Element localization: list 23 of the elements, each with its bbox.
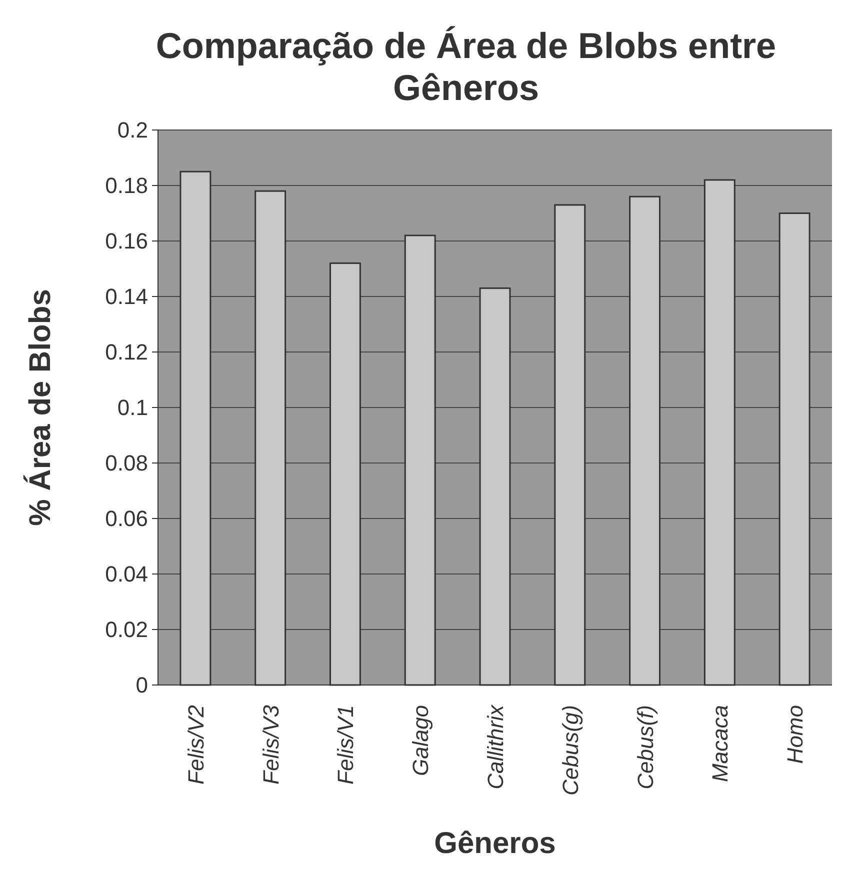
y-tick-label: 0.16 [105,228,148,254]
y-axis-title: % Área de Blobs [23,289,57,526]
y-tick-label: 0.1 [117,395,148,420]
x-tick-label: Cebus(f) [632,705,658,790]
y-tick-label: 0.02 [105,617,148,642]
x-tick-label: Cebus(g) [558,705,583,796]
x-tick-label: Callithrix [483,704,508,790]
y-tick-label: 0.2 [117,118,148,143]
x-axis-title: Gêneros [434,827,556,860]
y-tick-label: 0 [136,672,148,698]
x-tick-label: Felis/V1 [333,705,358,784]
x-tick-label: Galago [408,705,434,776]
y-tick-label: 0.14 [105,284,148,310]
x-tick-label: Macaca [708,705,733,782]
x-tick-label: Homo [782,705,808,764]
y-tick-label: 0.12 [105,340,148,365]
y-tick-label: 0.04 [105,562,148,587]
chart-title: Comparação de Área de Blobs entre Gêneros [156,25,776,108]
x-tick-label: Felis/V2 [183,705,208,784]
y-tick-label: 0.18 [105,173,148,198]
y-tick-label: 0.08 [105,450,148,476]
x-tick-label: Felis/V3 [258,704,284,784]
y-tick-label: 0.06 [105,506,148,532]
